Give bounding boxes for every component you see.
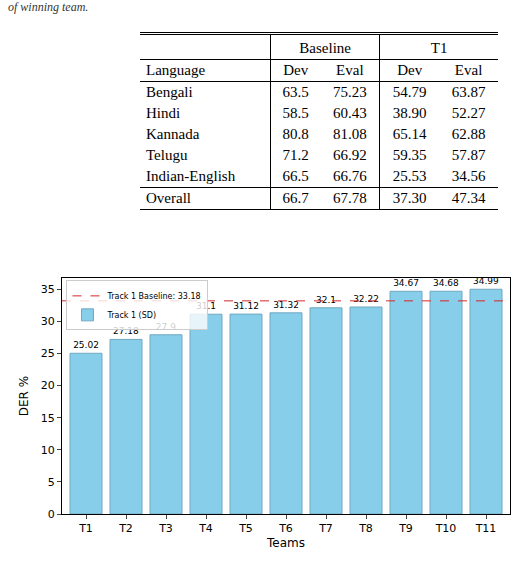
html-text:66.7: 66.7 bbox=[282, 190, 309, 206]
html-text:65.14: 65.14 bbox=[392, 126, 427, 142]
svg-text:T10: T10 bbox=[435, 522, 457, 535]
html-text:63.87: 63.87 bbox=[451, 84, 486, 100]
svg-text:5: 5 bbox=[48, 476, 55, 489]
html-text:63.5: 63.5 bbox=[282, 84, 309, 100]
svg-text:10: 10 bbox=[41, 444, 55, 457]
html-text:66.76: 66.76 bbox=[333, 168, 367, 184]
html-text:67.78: 67.78 bbox=[333, 190, 367, 206]
html-text:of winning team.: of winning team. bbox=[8, 0, 89, 14]
html-text:34.56: 34.56 bbox=[451, 168, 486, 184]
svg-text:32.22: 32.22 bbox=[353, 294, 379, 304]
html-text:Dev: Dev bbox=[397, 62, 423, 78]
html-text:T1: T1 bbox=[430, 40, 448, 56]
html-text:Language: Language bbox=[146, 62, 206, 78]
svg-text:T6: T6 bbox=[278, 522, 293, 535]
svg-text:T1: T1 bbox=[78, 522, 93, 535]
html-text:80.8: 80.8 bbox=[282, 126, 309, 142]
html-text:Dev: Dev bbox=[283, 62, 309, 78]
html-text:Overall: Overall bbox=[146, 190, 191, 206]
html-text:71.2: 71.2 bbox=[282, 147, 309, 163]
html-text:37.30: 37.30 bbox=[392, 190, 427, 206]
svg-text:T5: T5 bbox=[238, 522, 253, 535]
html-text:58.5: 58.5 bbox=[282, 105, 309, 121]
html-text:59.35: 59.35 bbox=[392, 147, 427, 163]
svg-text:34.67: 34.67 bbox=[393, 278, 419, 288]
svg-text:35: 35 bbox=[41, 283, 55, 296]
svg-text:30: 30 bbox=[41, 315, 55, 328]
svg-text:31.32: 31.32 bbox=[273, 300, 299, 310]
svg-text:Track 1 Baseline: 33.18: Track 1 Baseline: 33.18 bbox=[106, 292, 200, 301]
svg-text:32.1: 32.1 bbox=[316, 295, 336, 305]
html-text:54.79: 54.79 bbox=[392, 84, 427, 100]
html-text:Kannada: Kannada bbox=[146, 126, 200, 142]
svg-text:T2: T2 bbox=[118, 522, 133, 535]
html-text:62.88: 62.88 bbox=[451, 126, 486, 142]
html-text:Bengali: Bengali bbox=[146, 84, 193, 100]
svg-text:25: 25 bbox=[41, 347, 55, 360]
svg-text:T3: T3 bbox=[158, 522, 173, 535]
svg-text:T11: T11 bbox=[475, 522, 497, 535]
html-text:60.43: 60.43 bbox=[333, 105, 367, 121]
html-text:Eval: Eval bbox=[336, 62, 364, 78]
svg-text:Teams: Teams bbox=[266, 536, 305, 550]
svg-text:27.18: 27.18 bbox=[113, 326, 139, 337]
svg-text:T7: T7 bbox=[318, 522, 333, 535]
html-text:81.08: 81.08 bbox=[333, 126, 367, 142]
html-text:25.53: 25.53 bbox=[392, 168, 427, 184]
svg-text:Track 1 (SD): Track 1 (SD) bbox=[106, 311, 156, 320]
html-text:47.34: 47.34 bbox=[451, 190, 486, 206]
svg-text:0: 0 bbox=[48, 508, 55, 521]
html-text:Hindi: Hindi bbox=[146, 105, 181, 121]
svg-text:25.02: 25.02 bbox=[73, 340, 99, 350]
svg-text:DER %: DER % bbox=[17, 376, 31, 416]
svg-text:20: 20 bbox=[41, 379, 55, 392]
svg-text:T9: T9 bbox=[398, 522, 413, 535]
svg-text:34.99: 34.99 bbox=[473, 276, 499, 286]
svg-text:15: 15 bbox=[41, 412, 55, 425]
html-text:Indian-English: Indian-English bbox=[146, 168, 236, 184]
svg-text:31.12: 31.12 bbox=[233, 301, 259, 311]
html-text:Eval: Eval bbox=[454, 62, 483, 78]
html-text:75.23: 75.23 bbox=[333, 84, 367, 100]
html-text:66.92: 66.92 bbox=[333, 147, 367, 163]
svg-text:T4: T4 bbox=[198, 522, 213, 535]
svg-text:34.68: 34.68 bbox=[433, 278, 459, 288]
html-text:52.27: 52.27 bbox=[451, 105, 486, 121]
html-text:Baseline: Baseline bbox=[299, 40, 351, 56]
html-text:Telugu: Telugu bbox=[146, 147, 188, 163]
svg-text:T8: T8 bbox=[358, 522, 373, 535]
html-text:38.90: 38.90 bbox=[392, 105, 427, 121]
html-text:66.5: 66.5 bbox=[282, 168, 309, 184]
html-text:57.87: 57.87 bbox=[451, 147, 486, 163]
